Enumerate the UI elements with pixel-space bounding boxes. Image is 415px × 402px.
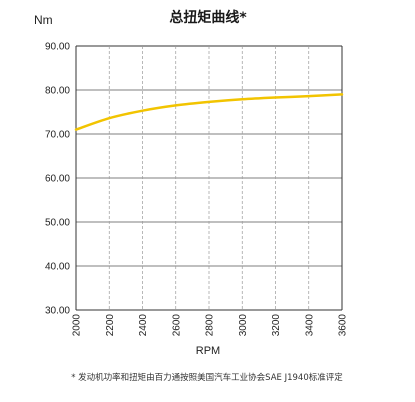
x-axis-label: RPM — [196, 345, 220, 357]
x-tick-labels: 2000 2200 2400 2600 2800 3000 3200 3400 3600 — [72, 314, 349, 337]
y-axis-unit-label: Nm — [34, 13, 53, 27]
x-tick-label: 2800 — [205, 314, 216, 337]
x-tick-label: 3200 — [271, 314, 282, 337]
x-tick-label: 3600 — [338, 314, 349, 337]
x-tick-label: 2000 — [72, 314, 83, 337]
x-tick-label: 3000 — [238, 314, 249, 337]
y-tick-label: 90.00 — [45, 42, 70, 53]
x-tick-label: 3400 — [304, 314, 315, 337]
grid — [75, 45, 343, 311]
y-tick-label: 60.00 — [45, 174, 70, 185]
series-lines — [74, 93, 344, 131]
torque-series-line — [74, 93, 344, 131]
y-tick-label: 80.00 — [45, 86, 70, 97]
x-tick-label: 2400 — [138, 314, 149, 337]
y-tick-label: 40.00 — [45, 262, 70, 273]
y-tick-label: 50.00 — [45, 218, 70, 229]
x-tick-label: 2200 — [105, 314, 116, 337]
chart-title: 总扭矩曲线* — [169, 9, 247, 26]
y-tick-label: 30.00 — [45, 306, 70, 317]
y-tick-labels: 90.00 80.00 70.00 60.00 50.00 40.00 30.00 — [45, 42, 70, 317]
x-tick-label: 2600 — [171, 314, 182, 337]
footnote: * 发动机功率和扭矩由百力通按照美国汽车工业协会SAE J1940标准评定 — [71, 372, 343, 383]
y-tick-label: 70.00 — [45, 130, 70, 141]
